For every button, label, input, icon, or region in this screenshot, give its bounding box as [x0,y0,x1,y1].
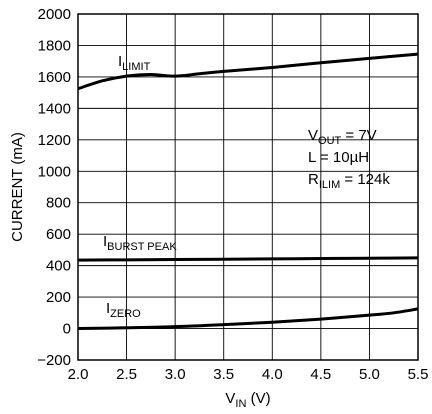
y-tick-label: 2000 [38,6,71,23]
y-tick-label: 1600 [38,69,71,86]
grid [78,14,418,360]
x-axis-title-main: V [225,390,235,407]
series-label-iburst-peak: IBURST PEAK [103,233,177,253]
y-tick-label: 1000 [38,163,71,180]
y-axis-title: CURRENT (mA) [9,132,26,242]
x-axis-title-unit: (V) [246,390,270,407]
y-tick-label: 0 [63,321,71,338]
plot-frame [77,13,419,361]
series-line-ilimit [77,52,419,91]
x-tick-labels: 2.0 2.5 3.0 3.5 4.0 4.5 5.0 5.5 [68,366,429,383]
annotation-line: VOUT = 7V [308,127,377,147]
y-tick-labels: −200 0 200 400 600 800 1000 1200 1400 1600 1800 200… [37,6,71,369]
x-tick-label: 4.0 [262,366,283,383]
series-lines [77,52,419,331]
y-tick-label: 800 [46,195,71,212]
x-tick-label: 3.5 [213,366,234,383]
x-tick-label: 4.5 [310,366,331,383]
annotation-line: RILIM = 124k [308,171,390,191]
series-line-iburst-peak [77,256,419,262]
y-tick-label: 200 [46,289,71,306]
annotation-line: L = 10µH [308,149,369,166]
x-tick-label: 2.0 [68,366,89,383]
y-tick-label: 600 [46,226,71,243]
y-tick-label: −200 [37,352,71,369]
series-label-izero: IZERO [106,300,141,320]
x-tick-label: 5.0 [359,366,380,383]
x-axis-title-sub: IN [235,398,246,410]
series-label-ilimit: ILIMIT [118,53,151,73]
y-tick-label: 1200 [38,132,71,149]
x-tick-label: 3.0 [165,366,186,383]
x-tick-label: 5.5 [408,366,429,383]
y-tick-label: 1800 [38,37,71,54]
x-axis-title: VIN (V) [225,390,270,410]
conditions-annotation: VOUT = 7V L = 10µH RILIM = 124k [308,127,390,191]
series-line-izero [77,307,419,331]
x-tick-label: 2.5 [116,366,137,383]
y-tick-label: 400 [46,258,71,275]
y-tick-label: 1400 [38,100,71,117]
